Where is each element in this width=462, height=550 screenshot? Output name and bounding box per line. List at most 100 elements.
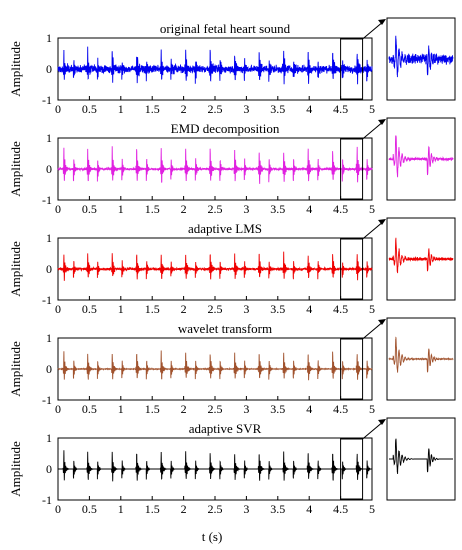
y-tick-label: 1 xyxy=(46,331,52,345)
zoom-arrow-2 xyxy=(362,120,385,140)
x-tick-label: 1.5 xyxy=(145,402,160,416)
x-tick-label: 2.5 xyxy=(208,402,223,416)
y-tick-label: -1 xyxy=(42,493,52,507)
x-tick-label: 4.5 xyxy=(333,302,348,316)
x-axis-label: t (s) xyxy=(202,529,223,544)
zoom-arrowhead-1 xyxy=(378,19,386,25)
x-tick-label: 0.5 xyxy=(82,102,97,116)
x-tick-label: 2 xyxy=(181,102,187,116)
zoom-arrowhead-4 xyxy=(378,319,386,325)
zoom-window-box-1 xyxy=(340,38,364,100)
panel-title-1: original fetal heart sound xyxy=(160,21,291,36)
x-tick-label: 3.5 xyxy=(270,502,285,516)
zoom-arrowhead-5 xyxy=(378,419,386,425)
zoom-arrowhead-3 xyxy=(378,219,386,225)
y-axis-label-4: Amplitude xyxy=(8,341,23,397)
x-tick-label: 3 xyxy=(243,402,249,416)
panel-title-2: EMD decomposition xyxy=(171,121,280,136)
x-tick-label: 1 xyxy=(118,302,124,316)
zoom-inset-waveform-2 xyxy=(388,135,454,178)
y-tick-label: 1 xyxy=(46,31,52,45)
x-tick-label: 2 xyxy=(181,502,187,516)
x-tick-label: 2 xyxy=(181,202,187,216)
zoom-window-box-5 xyxy=(340,438,364,500)
y-tick-label: -1 xyxy=(42,293,52,307)
x-tick-label: 0 xyxy=(55,202,61,216)
x-tick-label: 5 xyxy=(369,302,375,316)
x-tick-label: 1.5 xyxy=(145,102,160,116)
panel-title-4: wavelet transform xyxy=(178,321,272,336)
x-tick-label: 5 xyxy=(369,402,375,416)
y-tick-label: 0 xyxy=(46,362,52,376)
x-tick-label: 1.5 xyxy=(145,202,160,216)
x-tick-label: 1.5 xyxy=(145,502,160,516)
x-tick-label: 2 xyxy=(181,302,187,316)
x-tick-label: 0.5 xyxy=(82,402,97,416)
x-tick-label: 3.5 xyxy=(270,402,285,416)
x-tick-label: 3 xyxy=(243,202,249,216)
y-axis-label-2: Amplitude xyxy=(8,141,23,197)
zoom-arrow-5 xyxy=(362,420,385,440)
x-tick-label: 2.5 xyxy=(208,502,223,516)
x-tick-label: 5 xyxy=(369,502,375,516)
zoom-arrow-3 xyxy=(362,220,385,240)
waveform-series-5 xyxy=(58,450,372,482)
x-tick-label: 2 xyxy=(181,402,187,416)
x-tick-label: 4 xyxy=(306,402,312,416)
x-tick-label: 3 xyxy=(243,302,249,316)
x-tick-label: 2.5 xyxy=(208,102,223,116)
x-tick-label: 1 xyxy=(118,202,124,216)
y-axis-label-1: Amplitude xyxy=(8,41,23,97)
x-tick-label: 0 xyxy=(55,302,61,316)
x-tick-label: 5 xyxy=(369,202,375,216)
x-tick-label: 0.5 xyxy=(82,502,97,516)
y-tick-label: 1 xyxy=(46,131,52,145)
y-axis-label-5: Amplitude xyxy=(8,441,23,497)
waveform-series-4 xyxy=(57,350,373,381)
x-tick-label: 3 xyxy=(243,502,249,516)
x-tick-label: 3.5 xyxy=(270,102,285,116)
x-tick-label: 4 xyxy=(306,202,312,216)
x-tick-label: 4.5 xyxy=(333,502,348,516)
zoom-window-box-4 xyxy=(340,338,364,400)
x-tick-label: 0 xyxy=(55,102,61,116)
x-tick-label: 1.5 xyxy=(145,302,160,316)
zoom-arrow-1 xyxy=(362,20,385,40)
x-tick-label: 0 xyxy=(55,402,61,416)
panel-title-3: adaptive LMS xyxy=(188,221,262,236)
y-tick-label: -1 xyxy=(42,193,52,207)
x-tick-label: 4.5 xyxy=(333,102,348,116)
x-tick-label: 1 xyxy=(118,502,124,516)
zoom-arrowhead-2 xyxy=(378,119,386,125)
x-tick-label: 3.5 xyxy=(270,202,285,216)
x-tick-label: 4 xyxy=(306,502,312,516)
zoom-window-box-3 xyxy=(340,238,364,300)
y-tick-label: 0 xyxy=(46,462,52,476)
x-tick-label: 1 xyxy=(118,102,124,116)
x-tick-label: 0 xyxy=(55,502,61,516)
waveform-series-2 xyxy=(57,146,373,184)
x-tick-label: 4.5 xyxy=(333,402,348,416)
x-tick-label: 3.5 xyxy=(270,302,285,316)
waveform-series-3 xyxy=(57,251,373,281)
x-tick-label: 4 xyxy=(306,102,312,116)
waveform-series-1 xyxy=(57,46,373,85)
x-tick-label: 4.5 xyxy=(333,202,348,216)
y-tick-label: 1 xyxy=(46,431,52,445)
x-tick-label: 5 xyxy=(369,102,375,116)
y-axis-label-3: Amplitude xyxy=(8,241,23,297)
x-tick-label: 4 xyxy=(306,302,312,316)
x-tick-label: 3 xyxy=(243,102,249,116)
x-tick-label: 2.5 xyxy=(208,302,223,316)
y-tick-label: 1 xyxy=(46,231,52,245)
panel-title-5: adaptive SVR xyxy=(189,421,262,436)
zoom-window-box-2 xyxy=(340,138,364,200)
zoom-inset-waveform-3 xyxy=(388,237,454,274)
y-tick-label: 0 xyxy=(46,262,52,276)
zoom-inset-waveform-5 xyxy=(389,438,453,474)
zoom-inset-waveform-1 xyxy=(388,35,454,78)
y-tick-label: 0 xyxy=(46,62,52,76)
x-tick-label: 0.5 xyxy=(82,202,97,216)
x-tick-label: 2.5 xyxy=(208,202,223,216)
